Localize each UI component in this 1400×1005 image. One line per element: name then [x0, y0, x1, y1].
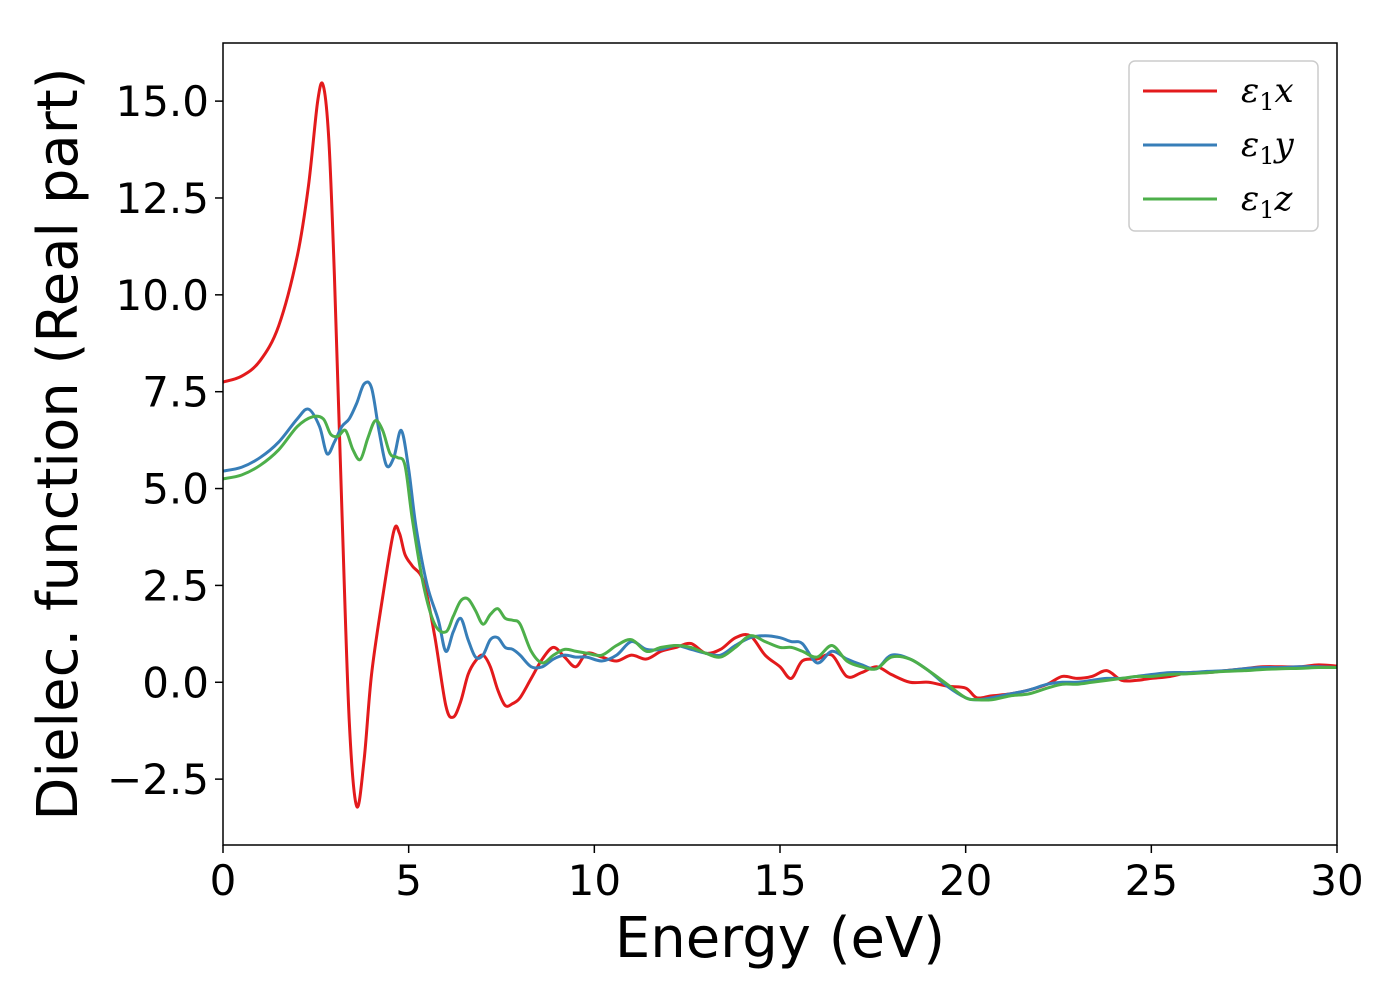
series-line-3 — [223, 414, 1337, 702]
x-tick-label: 0 — [210, 856, 237, 905]
legend-entry-2: ε1y — [1241, 125, 1295, 170]
y-tick-label: 10.0 — [115, 271, 209, 320]
x-tick-label: 10 — [568, 856, 621, 905]
series-layer — [223, 81, 1337, 809]
legend-entry-1: ε1x — [1241, 71, 1294, 116]
legend-box — [1128, 60, 1319, 232]
x-tick-label: 20 — [939, 856, 992, 905]
x-tick-label: 15 — [753, 856, 806, 905]
y-tick-label: 5.0 — [142, 465, 209, 514]
x-tick-label: 5 — [395, 856, 422, 905]
y-axis-label: Dielec. function (Real part) — [26, 67, 91, 820]
y-tick-label: 15.0 — [115, 77, 209, 126]
series-line-1 — [223, 81, 1337, 809]
y-tick-label: 12.5 — [115, 174, 209, 223]
y-tick-label: 2.5 — [142, 561, 209, 610]
x-tick-label: 30 — [1310, 856, 1363, 905]
y-tick-label: 0.0 — [142, 658, 209, 707]
x-tick-label: 25 — [1125, 856, 1178, 905]
axes-layer: 0 5 10 15 20 25 30 −2.5 0.0 2.5 5.0 7.5 10.0 12.5 15.0… — [26, 42, 1364, 971]
x-axis-label: Energy (eV) — [615, 906, 945, 971]
y-tick-label: −2.5 — [107, 755, 209, 804]
legend: ε1x ε1y ε1z — [1128, 60, 1319, 232]
y-tick-label: 7.5 — [142, 368, 209, 417]
series-line-2 — [223, 380, 1337, 702]
legend-entry-3: ε1z — [1241, 179, 1294, 224]
